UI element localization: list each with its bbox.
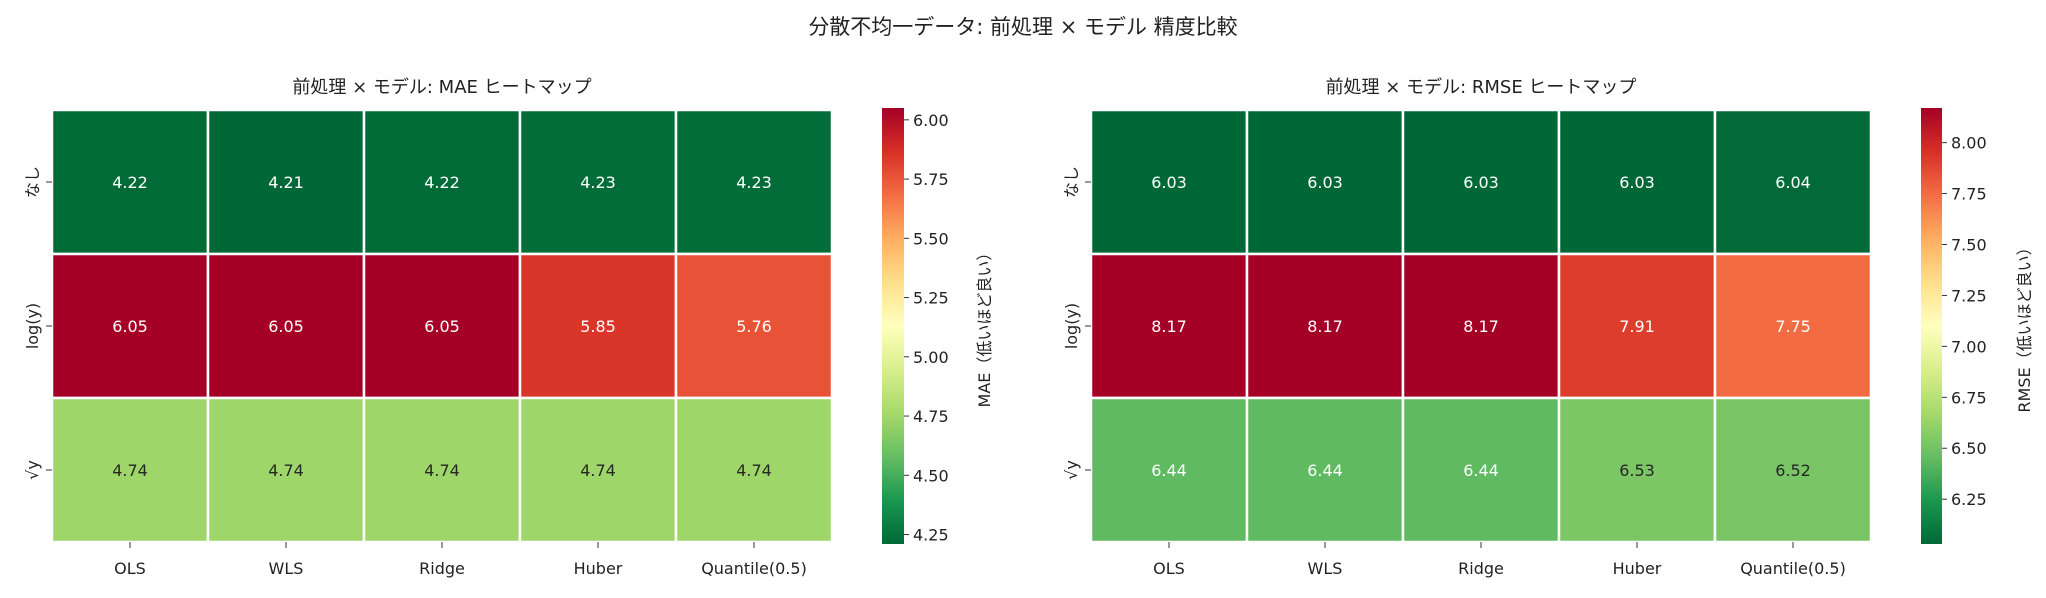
- colorbar-tick-label: 5.75: [913, 170, 949, 189]
- colorbar: [1921, 108, 1942, 544]
- heatmap-cell: [518, 396, 678, 544]
- heatmap-cell: [362, 108, 522, 256]
- cell-value-label: 7.75: [1775, 317, 1811, 336]
- cell-value-label: 6.03: [1151, 173, 1187, 192]
- cell-value-label: 5.76: [736, 317, 772, 336]
- cell-value-label: 4.23: [736, 173, 772, 192]
- suptitle: 分散不均一データ: 前処理 × モデル 精度比較: [808, 15, 1237, 39]
- cell-value-label: 6.44: [1151, 461, 1187, 480]
- colorbar-tick-label: 8.00: [1951, 134, 1987, 153]
- heatmap-cell: [674, 252, 834, 400]
- x-tick-label: Ridge: [419, 559, 465, 578]
- x-tick-label: WLS: [1308, 559, 1343, 578]
- heatmap-cell: [1401, 396, 1561, 544]
- cell-value-label: 6.52: [1775, 461, 1811, 480]
- colorbar-tick-label: 7.00: [1951, 337, 1987, 356]
- cell-value-label: 4.74: [736, 461, 772, 480]
- colorbar-tick-label: 5.00: [913, 348, 949, 367]
- colorbar: [882, 108, 904, 544]
- cell-value-label: 8.17: [1307, 317, 1343, 336]
- cell-value-label: 4.74: [112, 461, 148, 480]
- y-tick-label: log(y): [23, 303, 42, 349]
- cell-value-label: 4.21: [268, 173, 304, 192]
- heatmap-title: 前処理 × モデル: RMSE ヒートマップ: [1326, 77, 1637, 98]
- y-tick-label: √y: [23, 460, 42, 480]
- heatmap-cell: [1401, 252, 1561, 400]
- heatmap-cell: [206, 396, 366, 544]
- x-tick-label: Huber: [1613, 559, 1662, 578]
- colorbar-tick-label: 6.50: [1951, 439, 1987, 458]
- x-tick-label: OLS: [1153, 559, 1185, 578]
- cell-value-label: 6.05: [112, 317, 148, 336]
- colorbar-tick-label: 5.50: [913, 229, 949, 248]
- heatmap-cell: [1245, 252, 1405, 400]
- cell-value-label: 6.03: [1619, 173, 1655, 192]
- colorbar-tick-label: 7.50: [1951, 236, 1987, 255]
- y-tick-label: なし: [1062, 166, 1081, 198]
- heatmap-cell: [1713, 108, 1873, 256]
- cell-value-label: 5.85: [580, 317, 616, 336]
- cell-value-label: 6.05: [424, 317, 460, 336]
- heatmap-cell: [50, 108, 210, 256]
- colorbar-tick-label: 4.50: [913, 466, 949, 485]
- x-tick-label: Quantile(0.5): [1740, 559, 1846, 578]
- cell-value-label: 6.03: [1463, 173, 1499, 192]
- x-tick-label: Ridge: [1458, 559, 1504, 578]
- y-tick-label: なし: [23, 166, 42, 198]
- cell-value-label: 6.44: [1463, 461, 1499, 480]
- rmse-heatmap-panel: 前処理 × モデル: RMSE ヒートマップ 6.03 6.03 6.03 6.03 6.…: [1062, 77, 2034, 578]
- cell-value-label: 4.74: [268, 461, 304, 480]
- colorbar-tick-label: 4.25: [913, 526, 949, 545]
- y-tick-label: log(y): [1062, 303, 1081, 349]
- colorbar-tick-label: 7.25: [1951, 286, 1987, 305]
- heatmap-cell: [1089, 396, 1249, 544]
- cell-value-label: 6.53: [1619, 461, 1655, 480]
- heatmap-cell: [1245, 396, 1405, 544]
- x-tick-label: OLS: [114, 559, 146, 578]
- cell-value-label: 6.04: [1775, 173, 1811, 192]
- heatmap-title: 前処理 × モデル: MAE ヒートマップ: [292, 77, 591, 98]
- mae-heatmap-panel: 前処理 × モデル: MAE ヒートマップ 4.22 4.21 4.22 4.23 4.2…: [23, 77, 994, 578]
- colorbar-tick-label: 6.75: [1951, 388, 1987, 407]
- y-tick-label: √y: [1062, 460, 1081, 480]
- heatmap-cell: [1401, 108, 1561, 256]
- cell-value-label: 6.44: [1307, 461, 1343, 480]
- heatmap-cell: [206, 108, 366, 256]
- x-tick-label: WLS: [269, 559, 304, 578]
- cell-value-label: 4.22: [112, 173, 148, 192]
- heatmap-cell: [362, 252, 522, 400]
- cell-value-label: 4.74: [424, 461, 460, 480]
- colorbar-label: MAE（低いほど良い）: [975, 245, 994, 408]
- colorbar-tick-label: 7.75: [1951, 185, 1987, 204]
- cell-value-label: 4.74: [580, 461, 616, 480]
- colorbar-tick-label: 6.25: [1951, 490, 1987, 509]
- x-tick-label: Huber: [574, 559, 623, 578]
- cell-value-label: 4.22: [424, 173, 460, 192]
- cell-value-label: 7.91: [1619, 317, 1655, 336]
- heatmap-cell: [1557, 108, 1717, 256]
- cell-value-label: 4.23: [580, 173, 616, 192]
- colorbar-tick-label: 6.00: [913, 111, 949, 130]
- colorbar-tick-label: 5.25: [913, 289, 949, 308]
- colorbar-tick-label: 4.75: [913, 407, 949, 426]
- cell-value-label: 8.17: [1151, 317, 1187, 336]
- heatmap-cell: [1245, 108, 1405, 256]
- cell-value-label: 8.17: [1463, 317, 1499, 336]
- cell-value-label: 6.03: [1307, 173, 1343, 192]
- cell-value-label: 6.05: [268, 317, 304, 336]
- heatmap-cell: [1713, 252, 1873, 400]
- heatmap-cell: [1089, 252, 1249, 400]
- colorbar-label: RMSE（低いほど良い）: [2015, 239, 2034, 412]
- x-tick-label: Quantile(0.5): [701, 559, 807, 578]
